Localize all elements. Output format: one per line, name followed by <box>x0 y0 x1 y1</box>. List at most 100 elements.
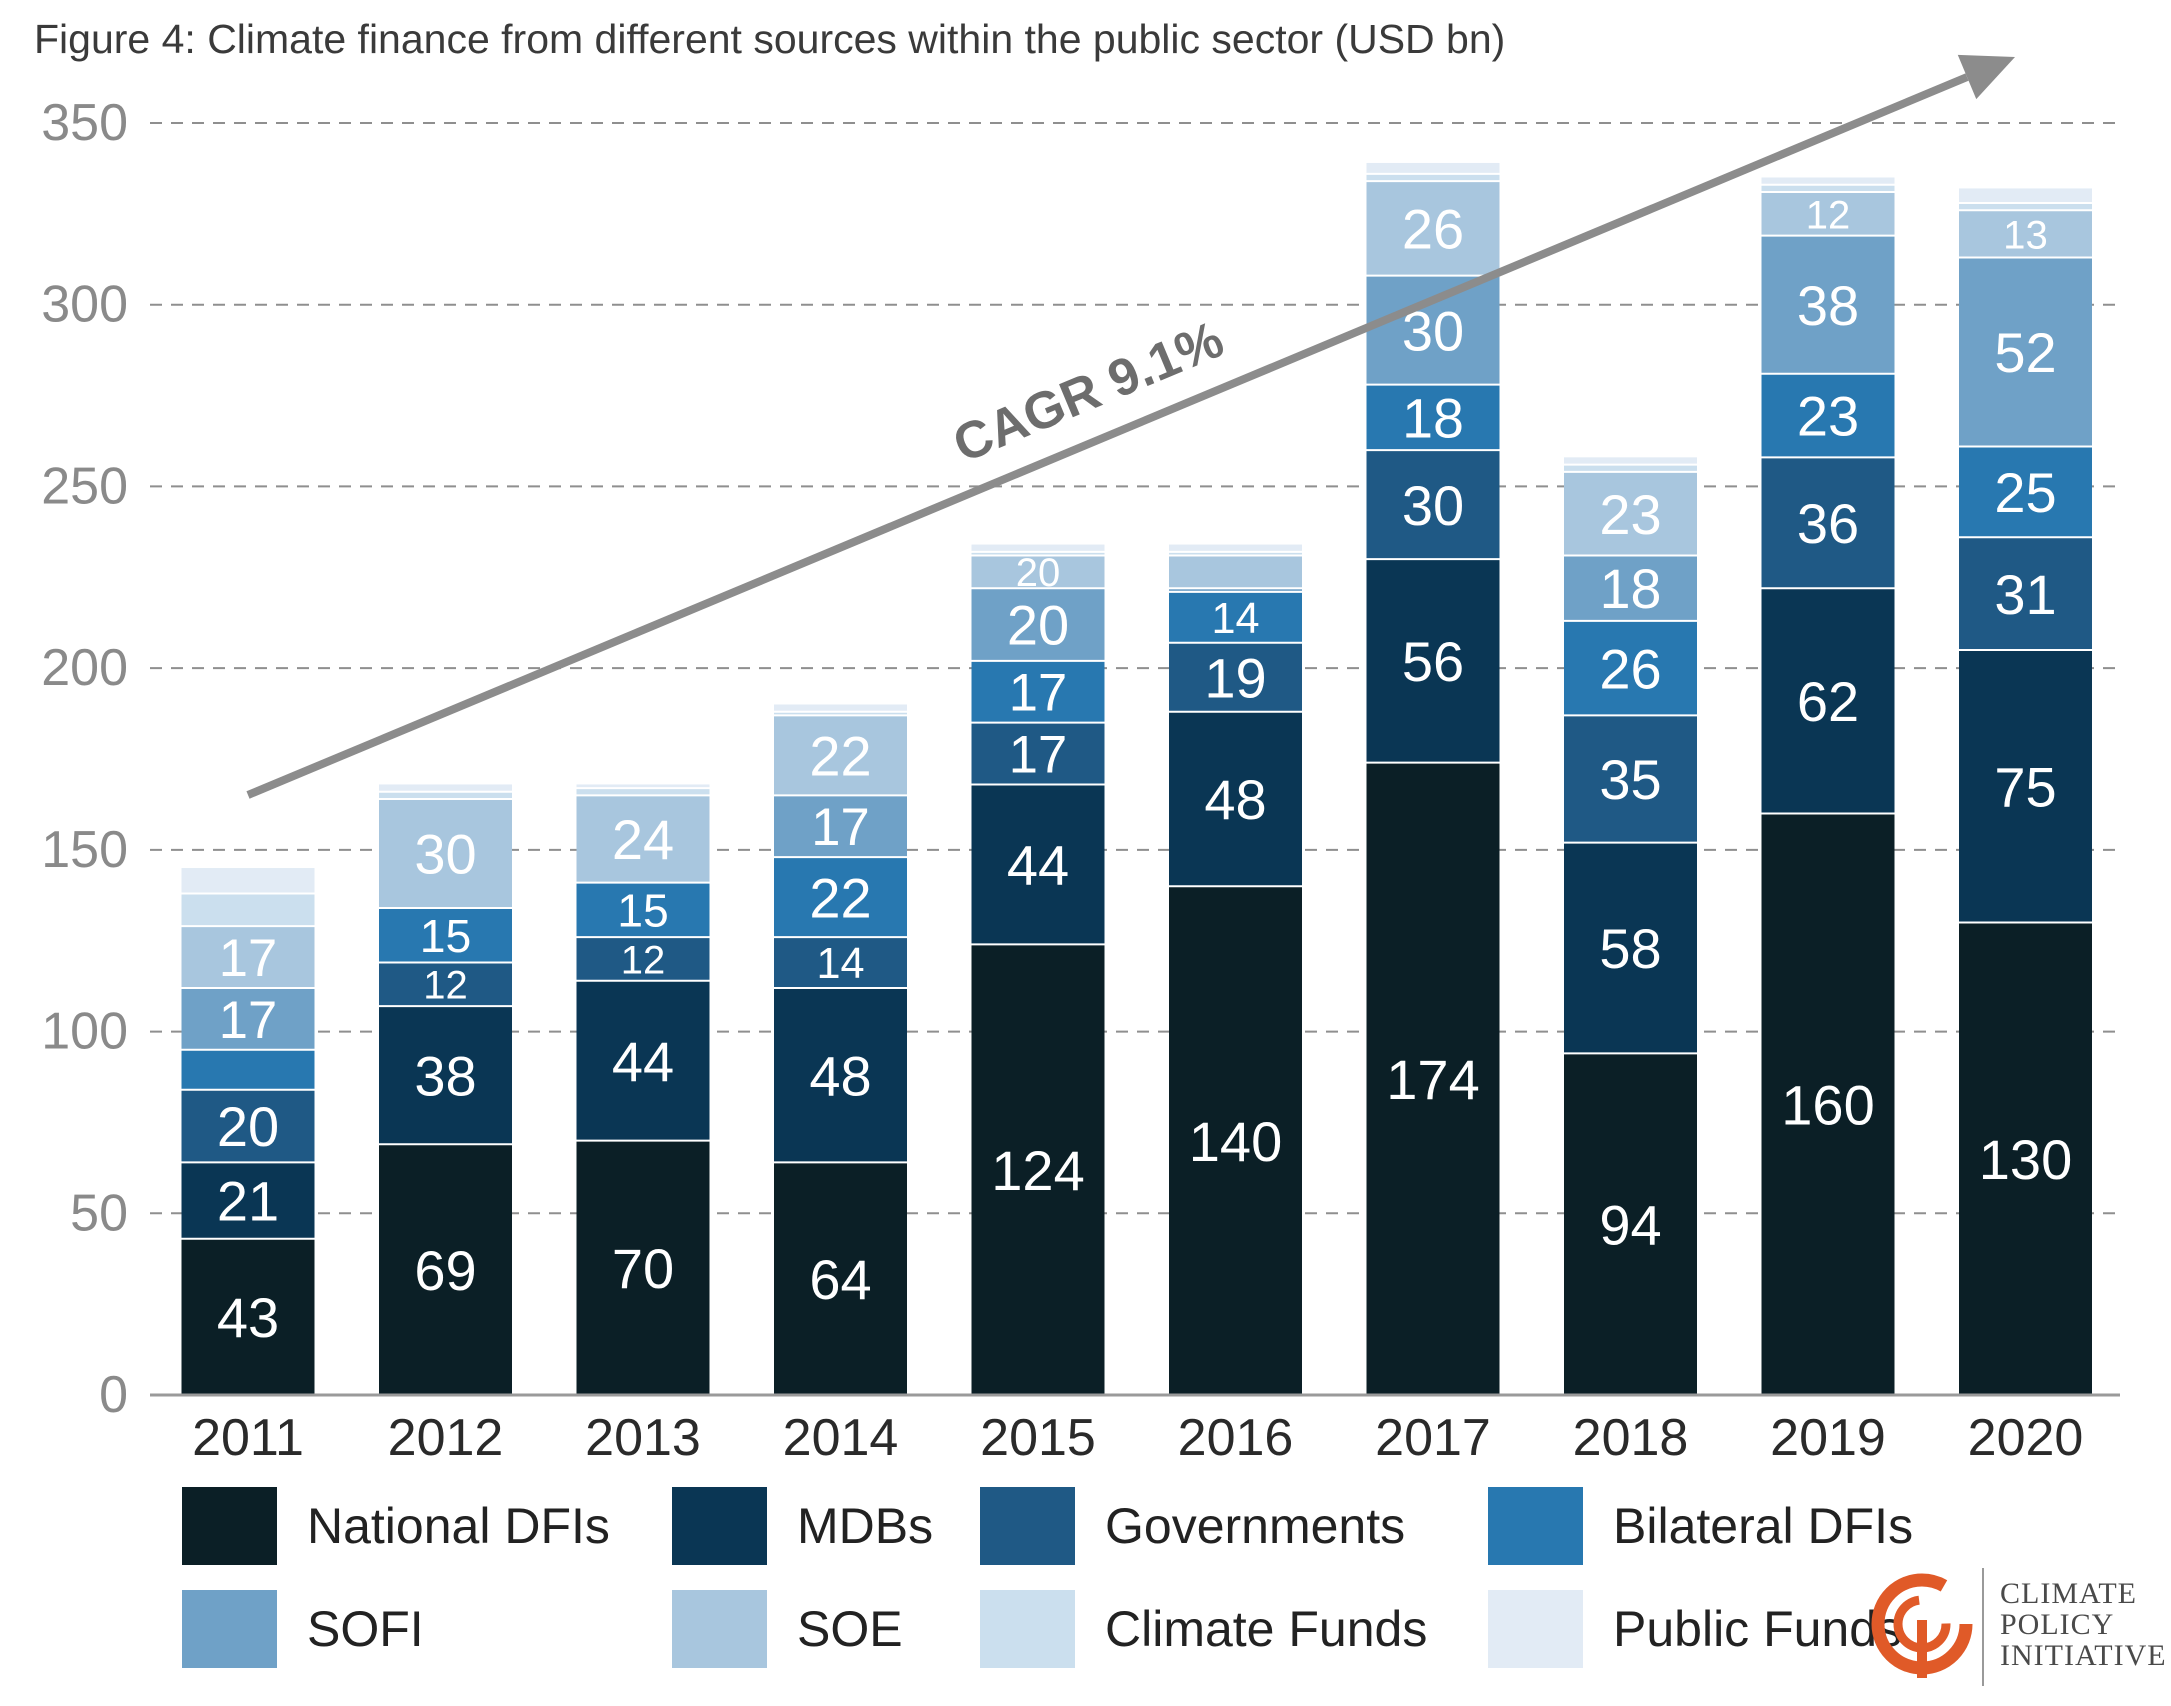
bar-segment <box>1169 886 1302 1395</box>
y-tick-label: 50 <box>70 1184 128 1242</box>
bar-segment <box>1959 257 2092 447</box>
data-label: 58 <box>1599 917 1661 980</box>
bar-segment <box>379 1144 512 1395</box>
bar-segment <box>1366 181 1500 276</box>
data-label: 26 <box>1402 198 1464 261</box>
data-label: 18 <box>1600 558 1662 620</box>
y-tick-label: 250 <box>41 457 128 515</box>
cagr-arrow: CAGR 9.1% <box>246 54 2015 799</box>
bar-segment <box>1366 384 1500 451</box>
legend-label: Climate Funds <box>1105 1601 1428 1657</box>
data-label: 21 <box>217 1170 279 1233</box>
bar-segment <box>971 784 1105 945</box>
bar-segment <box>1366 162 1500 174</box>
bar-segment <box>1169 544 1302 552</box>
legend-item: SOFI <box>182 1590 424 1668</box>
data-label: 15 <box>617 885 669 937</box>
data-label: 35 <box>1599 748 1661 811</box>
logo-line-3: INITIATIVE <box>2000 1639 2167 1672</box>
x-tick-label: 2011 <box>192 1409 304 1467</box>
legend-item: SOE <box>672 1590 903 1668</box>
y-tick-label: 300 <box>41 276 128 334</box>
legend-item: Climate Funds <box>980 1590 1427 1668</box>
data-label: 56 <box>1402 630 1464 693</box>
bar-segment <box>576 882 710 938</box>
bars: 4321201717693812153070441215246448142217… <box>181 162 2092 1395</box>
data-label: 124 <box>991 1139 1084 1202</box>
bar-segment <box>971 588 1105 661</box>
bar-segment <box>1959 188 2092 203</box>
bar-segment <box>576 937 710 981</box>
bar-segment <box>1564 842 1697 1054</box>
y-tick-label: 0 <box>99 1366 128 1424</box>
data-label: 30 <box>414 823 476 886</box>
data-label: 17 <box>1009 664 1067 723</box>
data-label: 20 <box>1007 594 1069 657</box>
trend-arrow-head <box>1957 54 2015 100</box>
x-tick-label: 2014 <box>783 1409 899 1467</box>
bar-segment <box>181 1162 315 1239</box>
bar-segment <box>1761 813 1895 1395</box>
logo-divider <box>1982 1568 1984 1686</box>
x-tick-label: 2018 <box>1573 1409 1689 1467</box>
data-label: 38 <box>414 1044 476 1107</box>
data-label: 12 <box>423 964 468 1008</box>
bar-segment <box>1169 711 1302 887</box>
x-tick-label: 2017 <box>1375 1409 1491 1467</box>
trend-arrow-line <box>246 73 1969 799</box>
cpi-logo-icon <box>1871 1573 1973 1678</box>
y-tick-label: 200 <box>41 639 128 697</box>
x-tick-label: 2012 <box>388 1409 504 1467</box>
x-tick-label: 2016 <box>1178 1409 1294 1467</box>
legend-label: Public Funds <box>1613 1601 1903 1657</box>
bar-segment <box>1761 235 1895 374</box>
data-label: 48 <box>809 1044 871 1107</box>
bar-segment <box>1366 173 1500 182</box>
legend-swatch <box>1488 1487 1583 1565</box>
bar-segment <box>774 795 907 858</box>
bar-segment <box>1959 537 2092 650</box>
bar-segment <box>774 857 907 938</box>
y-tick-label: 100 <box>41 1003 128 1061</box>
data-label: 18 <box>1402 387 1464 449</box>
data-label: 22 <box>809 725 871 788</box>
legend-label: MDBs <box>797 1498 934 1554</box>
bar-segment <box>1169 588 1302 592</box>
bar-segment <box>576 1140 710 1395</box>
bar-segment <box>1564 471 1697 556</box>
bar-segment <box>1169 551 1302 556</box>
legend-swatch <box>182 1487 277 1565</box>
y-tick-label: 350 <box>41 94 128 152</box>
legend-item: MDBs <box>672 1487 933 1565</box>
legend-label: Governments <box>1105 1498 1406 1554</box>
legend-label: SOFI <box>307 1601 424 1657</box>
data-label: 13 <box>2003 212 2048 257</box>
bar-segment <box>1366 762 1500 1395</box>
data-label: 14 <box>1211 595 1259 643</box>
bar-segment <box>1761 192 1895 236</box>
legend-swatch <box>980 1487 1075 1565</box>
bar-segment <box>774 715 907 796</box>
bar-segment <box>1761 588 1895 814</box>
bar-segment <box>971 551 1105 556</box>
bar-segment <box>1564 715 1697 843</box>
data-label: 38 <box>1797 274 1859 337</box>
chart-title: Figure 4: Climate finance from different… <box>34 16 1506 62</box>
legend-label: National DFIs <box>307 1498 610 1554</box>
data-label: 64 <box>809 1248 871 1311</box>
bar-segment <box>1761 177 1895 185</box>
bar-segment <box>971 555 1105 589</box>
bar-segment <box>576 788 710 796</box>
bar-segment <box>1366 450 1500 560</box>
data-label: 12 <box>621 938 666 982</box>
bar-segment <box>1169 555 1302 589</box>
x-tick-label: 2013 <box>585 1409 701 1467</box>
bar-segment <box>1169 642 1302 712</box>
data-label: 17 <box>811 798 869 857</box>
